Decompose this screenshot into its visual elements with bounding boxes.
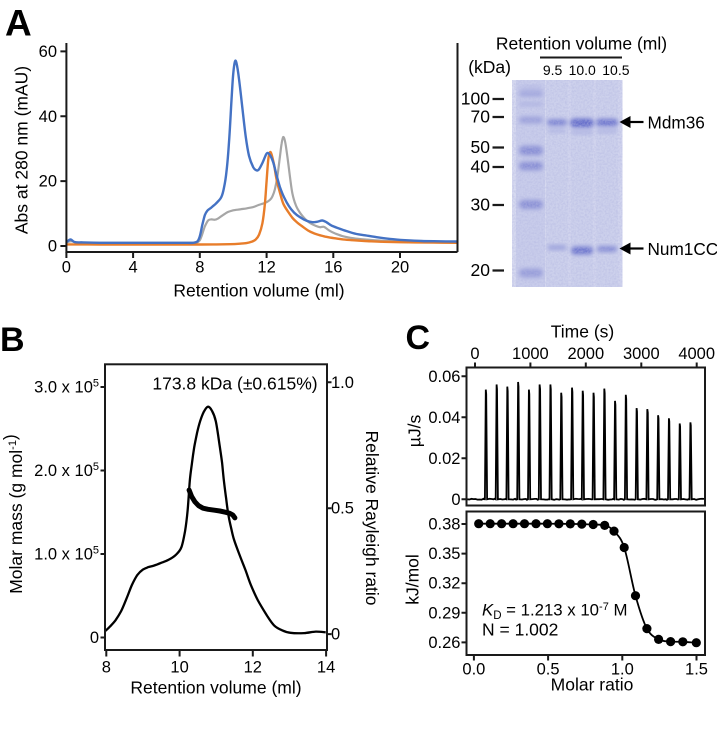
svg-text:1.5: 1.5 [685, 661, 708, 679]
svg-text:0.29: 0.29 [428, 604, 460, 622]
svg-text:12: 12 [257, 259, 275, 277]
svg-text:20: 20 [39, 173, 57, 191]
svg-text:(kDa): (kDa) [468, 57, 511, 77]
svg-text:2000: 2000 [567, 345, 604, 363]
svg-text:N = 1.002: N = 1.002 [482, 620, 558, 640]
svg-text:Retention volume (ml): Retention volume (ml) [496, 34, 667, 54]
svg-text:µJ/s: µJ/s [405, 415, 425, 448]
svg-text:kJ/mol: kJ/mol [403, 554, 423, 605]
svg-text:0: 0 [331, 626, 340, 644]
svg-text:0.0: 0.0 [462, 661, 485, 679]
svg-text:3.0 x 105: 3.0 x 105 [34, 378, 99, 397]
svg-text:3000: 3000 [623, 345, 660, 363]
svg-text:0.5: 0.5 [331, 500, 354, 518]
svg-text:1.0 x 105: 1.0 x 105 [34, 545, 99, 564]
svg-text:30: 30 [471, 195, 491, 215]
svg-text:Mdm36: Mdm36 [648, 113, 705, 133]
svg-text:1.0: 1.0 [611, 661, 634, 679]
svg-text:1000: 1000 [512, 345, 549, 363]
svg-text:16: 16 [324, 259, 342, 277]
svg-text:70: 70 [471, 107, 491, 127]
svg-text:C: C [406, 319, 431, 357]
svg-text:10: 10 [170, 659, 188, 677]
svg-text:Num1CC: Num1CC [648, 239, 717, 259]
svg-text:0.02: 0.02 [428, 450, 460, 468]
svg-text:0: 0 [470, 345, 479, 363]
svg-text:0: 0 [62, 259, 71, 277]
svg-text:8: 8 [195, 259, 204, 277]
svg-text:9.5: 9.5 [543, 62, 563, 78]
svg-text:10.0: 10.0 [569, 62, 596, 78]
svg-text:0: 0 [90, 629, 99, 647]
svg-text:4: 4 [129, 259, 138, 277]
svg-text:50: 50 [471, 137, 491, 157]
svg-text:40: 40 [39, 108, 57, 126]
svg-text:0.38: 0.38 [428, 516, 460, 534]
svg-text:14: 14 [317, 659, 335, 677]
svg-text:0: 0 [451, 491, 460, 509]
svg-text:0.26: 0.26 [428, 634, 460, 652]
svg-text:173.8 kDa (±0.615%): 173.8 kDa (±0.615%) [152, 374, 317, 394]
svg-text:0: 0 [48, 238, 57, 256]
svg-text:Abs at 280 nm (mAU): Abs at 280 nm (mAU) [12, 66, 32, 234]
svg-text:40: 40 [471, 157, 491, 177]
svg-text:2.0 x 105: 2.0 x 105 [34, 461, 99, 480]
svg-text:60: 60 [39, 43, 57, 61]
svg-text:0.32: 0.32 [428, 575, 460, 593]
svg-text:A: A [5, 3, 32, 44]
svg-text:12: 12 [244, 659, 262, 677]
svg-text:Molar ratio: Molar ratio [551, 675, 634, 695]
svg-text:Retention volume (ml): Retention volume (ml) [173, 281, 344, 301]
svg-text:100: 100 [461, 89, 490, 109]
svg-text:20: 20 [391, 259, 409, 277]
svg-text:0.04: 0.04 [428, 409, 460, 427]
svg-text:KD = 1.213 x 10-7 M: KD = 1.213 x 10-7 M [482, 601, 627, 623]
svg-text:0.35: 0.35 [428, 545, 460, 563]
svg-text:B: B [0, 321, 25, 359]
svg-text:10.5: 10.5 [602, 62, 629, 78]
svg-text:0.06: 0.06 [428, 368, 460, 386]
svg-text:8: 8 [102, 659, 111, 677]
svg-text:4000: 4000 [678, 345, 715, 363]
svg-text:Relative Rayleigh ratio: Relative Rayleigh ratio [362, 430, 382, 605]
svg-text:0.5: 0.5 [537, 661, 560, 679]
svg-text:Retention volume (ml): Retention volume (ml) [130, 678, 301, 698]
svg-text:1.0: 1.0 [331, 374, 354, 392]
svg-text:Time (s): Time (s) [551, 322, 615, 342]
svg-text:20: 20 [471, 260, 491, 280]
